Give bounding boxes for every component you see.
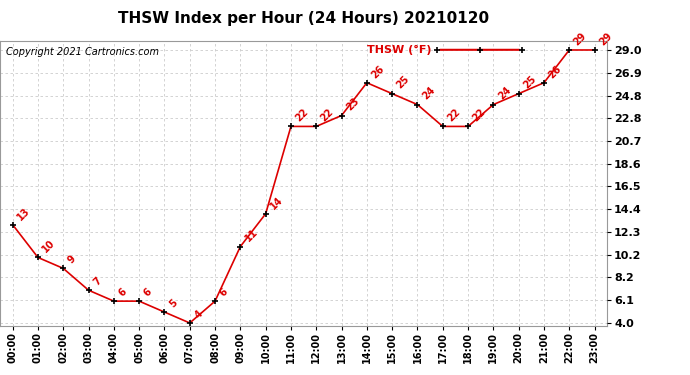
Text: 22: 22 (471, 107, 487, 124)
Text: 6: 6 (218, 286, 230, 298)
Text: 4: 4 (193, 308, 204, 320)
Text: THSW Index per Hour (24 Hours) 20210120: THSW Index per Hour (24 Hours) 20210120 (118, 11, 489, 26)
Text: 13: 13 (15, 205, 32, 222)
Text: 23: 23 (344, 96, 361, 113)
Text: 26: 26 (546, 63, 563, 80)
Text: 24: 24 (420, 85, 437, 102)
Text: 6: 6 (117, 286, 128, 298)
Text: 6: 6 (142, 286, 154, 298)
Text: 25: 25 (395, 74, 411, 91)
Text: 26: 26 (370, 63, 386, 80)
Text: 9: 9 (66, 254, 78, 266)
Text: 25: 25 (522, 74, 538, 91)
Text: 10: 10 (41, 238, 57, 255)
Text: 22: 22 (294, 107, 310, 124)
Text: 11: 11 (243, 227, 259, 244)
Text: 29: 29 (572, 31, 589, 47)
Text: 5: 5 (167, 297, 179, 309)
Text: THSW (°F): THSW (°F) (366, 45, 431, 55)
Text: 7: 7 (91, 276, 103, 288)
Text: 22: 22 (446, 107, 462, 124)
Text: 29: 29 (598, 31, 614, 47)
Text: 14: 14 (268, 194, 285, 211)
Text: 22: 22 (319, 107, 335, 124)
Text: Copyright 2021 Cartronics.com: Copyright 2021 Cartronics.com (6, 47, 159, 57)
Text: 24: 24 (496, 85, 513, 102)
